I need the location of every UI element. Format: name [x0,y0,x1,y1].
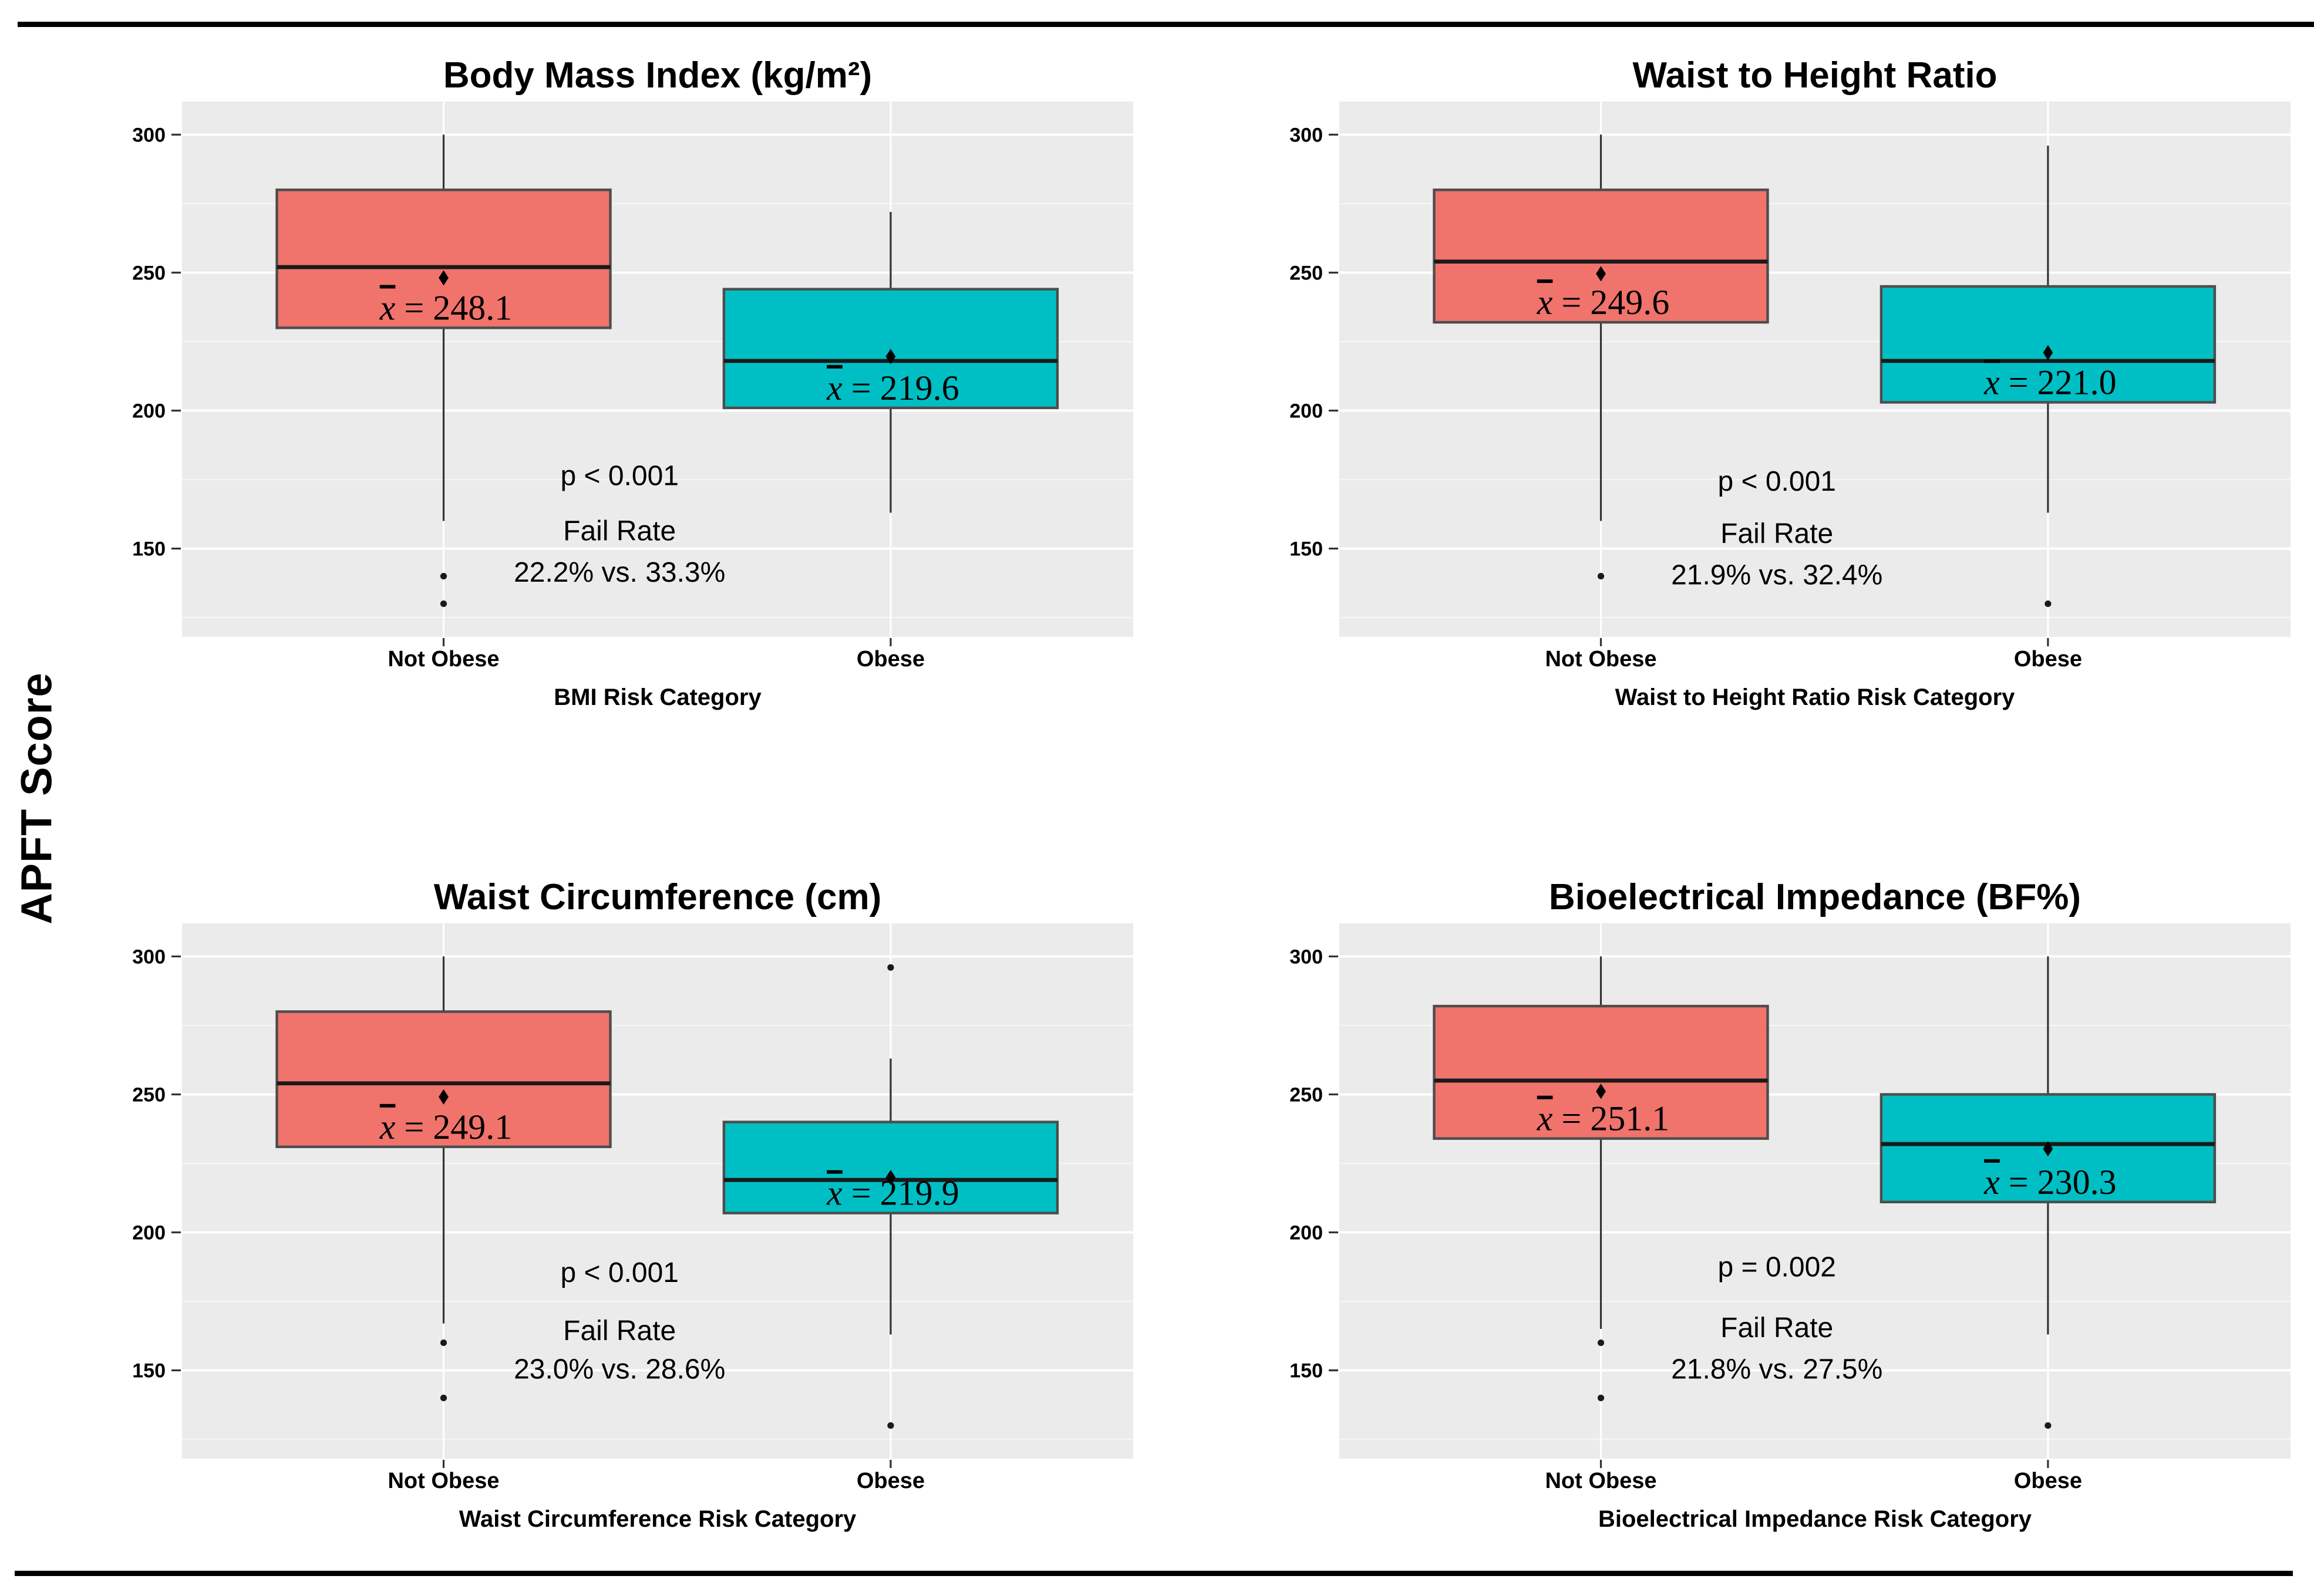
outlier-point-obese [887,1422,894,1429]
mean-label-not-obese: x = 249.6 [1537,283,1669,322]
mean-label-not-obese: x = 251.1 [1537,1099,1669,1138]
x-tick-label-obese: Obese [2014,647,2082,672]
outlier-point-obese [887,964,894,971]
panel-waist-height-ratio-boxplot: 300 250 200 150 x = 249.6 Not Obese x = 221.0 O… [1289,55,2291,710]
x-tick-label-not-obese: Not Obese [1545,647,1656,672]
outlier-point-not-obese [440,572,447,580]
x-tick-label-not-obese: Not Obese [388,647,499,672]
fail-rate-title: Fail Rate [1720,518,1833,549]
panel-title: Waist Circumference (cm) [434,877,882,917]
y-tick-label: 150 [132,1360,166,1382]
outlier-point-not-obese [1597,572,1605,580]
panel-title: Bioelectrical Impedance (BF%) [1549,877,2081,917]
boxplot-box-obese [722,1121,1059,1214]
y-tick-label: 250 [132,262,166,284]
panel-bmi-boxplot: 300 250 200 150 x = 248.1 Not Obese x = 219.6 O… [132,55,1133,710]
mean-label-not-obese: x = 249.1 [379,1108,512,1146]
outlier-point-not-obese [440,1394,447,1402]
x-tick-label-not-obese: Not Obese [388,1469,499,1493]
y-tick-label: 250 [132,1084,166,1106]
fail-rate-title: Fail Rate [563,515,676,546]
x-axis-title: Waist to Height Ratio Risk Category [1615,684,2016,710]
mean-diamond-obese [2043,345,2053,360]
top-horizontal-rule [18,22,2314,27]
outlier-point-obese [2044,600,2052,608]
y-tick-label: 300 [1289,124,1323,146]
x-axis-title: Waist Circumference Risk Category [459,1506,857,1532]
mean-label-obese: x = 219.9 [826,1174,959,1213]
fail-rate-title: Fail Rate [563,1315,676,1347]
boxplot-box-obese [1880,285,2217,404]
y-tick-label: 300 [132,946,166,968]
y-tick-label: 250 [1289,1084,1323,1106]
y-tick-label: 300 [1289,946,1323,968]
fail-rate-values: 21.9% vs. 32.4% [1671,560,1882,591]
mean-diamond-not-obese [439,1089,449,1105]
mean-diamond-obese [2043,1141,2053,1157]
x-tick-label-not-obese: Not Obese [1545,1469,1656,1493]
fail-rate-values: 21.8% vs. 27.5% [1671,1354,1882,1385]
mean-diamond-not-obese [1596,1084,1606,1099]
bottom-horizontal-rule [15,1571,2293,1576]
mean-label-obese: x = 230.3 [1983,1163,2116,1202]
panel-title: Waist to Height Ratio [1632,55,1997,96]
outlier-point-not-obese [440,1339,447,1347]
panel-bioelectrical-impedance-boxplot: 300 250 200 150 x = 251.1 Not Obese x = 230.3 O… [1289,877,2291,1532]
x-tick-label-obese: Obese [857,647,925,672]
y-tick-label: 150 [132,538,166,561]
outlier-point-not-obese [440,600,447,608]
x-axis-title: BMI Risk Category [554,684,762,710]
boxplot-box-not-obese [275,1010,612,1148]
mean-diamond-not-obese [1596,266,1606,282]
x-tick-label-obese: Obese [857,1469,925,1493]
y-tick-label: 200 [132,1222,166,1244]
boxplot-box-not-obese [1433,1004,1769,1140]
y-tick-label: 200 [132,400,166,423]
y-tick-label: 150 [1289,1360,1323,1382]
p-value-label: p < 0.001 [560,1257,679,1288]
y-tick-label: 300 [132,124,166,146]
x-tick-label-obese: Obese [2014,1469,2082,1493]
boxplot-box-not-obese [1433,188,1769,324]
y-tick-label: 150 [1289,538,1323,561]
y-tick-label: 250 [1289,262,1323,284]
p-value-label: p < 0.001 [1717,466,1836,497]
panel-waist-circumference-boxplot: 300 250 200 150 x = 249.1 Not Obese x = 219.9 O… [132,877,1133,1532]
p-value-label: p = 0.002 [1717,1252,1836,1283]
fail-rate-values: 22.2% vs. 33.3% [514,557,725,588]
mean-label-not-obese: x = 248.1 [379,288,512,327]
y-tick-label: 200 [1289,1222,1323,1244]
outlier-point-not-obese [1597,1394,1605,1402]
p-value-label: p < 0.001 [560,460,679,491]
x-axis-title: Bioelectrical Impedance Risk Category [1598,1506,2032,1532]
mean-label-obese: x = 221.0 [1983,363,2116,401]
panel-title: Body Mass Index (kg/m²) [443,55,872,96]
mean-diamond-not-obese [439,270,449,286]
y-tick-label: 200 [1289,400,1323,423]
boxplot-box-obese [722,288,1059,410]
mean-diamond-obese [885,1169,896,1185]
fail-rate-title: Fail Rate [1720,1312,1833,1344]
fail-rate-values: 23.0% vs. 28.6% [514,1354,725,1385]
mean-diamond-obese [885,349,896,365]
boxplot-box-not-obese [275,188,612,329]
outlier-point-obese [2044,1422,2052,1429]
outlier-point-not-obese [1597,1339,1605,1347]
mean-label-obese: x = 219.6 [826,369,959,407]
